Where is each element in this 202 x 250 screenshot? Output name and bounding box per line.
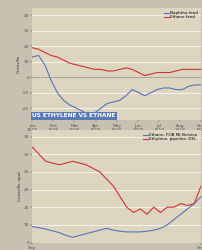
Text: US ETHYLENE VS ETHANE: US ETHYLENE VS ETHANE: [32, 113, 116, 118]
Y-axis label: Cents/lb, spot: Cents/lb, spot: [18, 171, 22, 201]
Legend: Naphtha feed, Ethane feed: Naphtha feed, Ethane feed: [162, 10, 199, 21]
Legend: Ethane, FOB Mt Belvieu, Ethylene, pipeline, DEL: Ethane, FOB Mt Belvieu, Ethylene, pipeli…: [142, 132, 199, 143]
Y-axis label: Cents/lb: Cents/lb: [17, 55, 21, 73]
